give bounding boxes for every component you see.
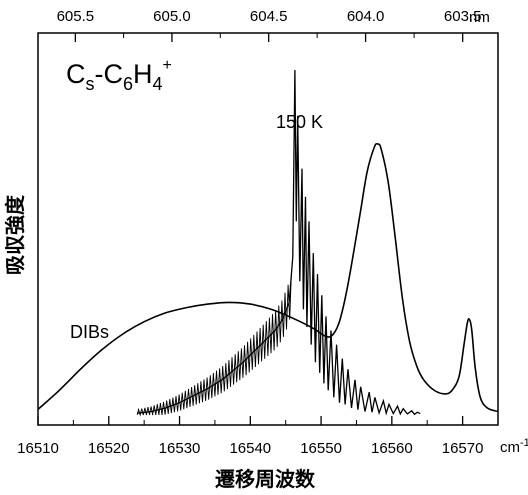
top-tick-label-3: 604.0 — [347, 8, 385, 25]
bottom-axis-unit-sup: -1 — [520, 437, 528, 449]
bottom-axis-ticks — [37, 416, 464, 425]
bottom-tick-label-5: 16560 — [371, 440, 413, 457]
bottom-tick-label-0: 16510 — [17, 440, 59, 457]
top-axis-unit: nm — [469, 9, 490, 26]
top-axis-tick-labels: 605.5 605.0 604.5 604.0 603.5 — [57, 8, 482, 25]
top-axis-ticks — [74, 33, 464, 42]
chart-title: Cs-C6H4+ — [66, 57, 172, 94]
bottom-axis-unit-base: cm — [500, 439, 520, 456]
fine-structure-trace — [136, 277, 292, 417]
x-axis-label: 遷移周波数 — [215, 467, 316, 491]
top-tick-label-2: 604.5 — [250, 8, 288, 25]
top-tick-label-4: 603.5 — [444, 8, 482, 25]
plot-frame — [37, 32, 499, 426]
bottom-tick-label-3: 16540 — [229, 440, 271, 457]
bottom-tick-label-2: 16530 — [159, 440, 201, 457]
bottom-axis-tick-labels: 16510 16520 16530 16540 16550 16560 16570 — [17, 440, 483, 457]
top-tick-label-0: 605.5 — [57, 8, 95, 25]
annotation-150k: 150 K — [276, 112, 323, 132]
annotation-dibs: DIBs — [70, 322, 109, 342]
bottom-axis-unit: cm-1 — [500, 437, 528, 456]
lab-spectrum-fine-structure — [136, 277, 292, 417]
bottom-tick-label-6: 16570 — [442, 440, 484, 457]
dib-spectrum-line — [37, 142, 499, 413]
bottom-tick-label-1: 16520 — [88, 440, 130, 457]
top-tick-label-1: 605.0 — [153, 8, 191, 25]
bottom-tick-label-4: 16550 — [300, 440, 342, 457]
y-axis-label: 吸収強度 — [3, 194, 27, 275]
